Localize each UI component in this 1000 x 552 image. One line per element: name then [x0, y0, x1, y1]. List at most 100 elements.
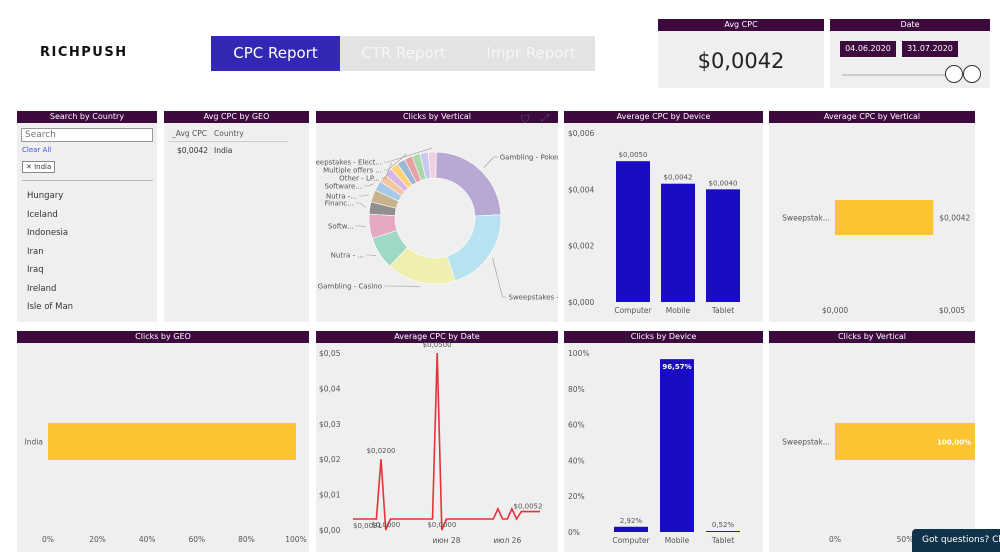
x-tick-label: июн 28: [432, 536, 460, 545]
avg-cpc-date-chart: $0,00$0,01$0,02$0,03$0,04$0,05$0,0031$0,…: [319, 341, 542, 545]
y-tick-label: India: [25, 438, 43, 447]
date-end-field[interactable]: 31.07.2020: [902, 41, 958, 57]
data-label: $0,0042: [939, 214, 970, 223]
date-start-field[interactable]: 04.06.2020: [840, 41, 896, 57]
clicks-vertical-bar-title: Clicks by Vertical: [769, 331, 975, 343]
table-cell-country: India: [214, 146, 233, 155]
data-label: $0,0031: [353, 522, 382, 530]
x-tick-label: Computer: [612, 536, 650, 545]
bar: [835, 423, 975, 460]
date-slider-track: [842, 74, 966, 76]
country-chip[interactable]: ✕ India: [22, 161, 56, 173]
x-tick-label: Mobile: [666, 306, 691, 315]
data-label: 100,00%: [937, 439, 971, 447]
close-icon[interactable]: ✕: [26, 163, 32, 171]
y-tick-label: $0,004: [568, 185, 594, 194]
x-tick-label: 60%: [188, 535, 205, 544]
country-search-input[interactable]: [21, 128, 153, 142]
clicks-geo-chart: 0% 20% 40% 60% 80% 100% India: [25, 423, 307, 544]
y-tick-label: 100%: [568, 349, 589, 358]
donut-leader-line: [384, 153, 407, 171]
country-list-item[interactable]: Ireland: [27, 283, 57, 294]
country-list-item[interactable]: Iraq: [27, 265, 44, 275]
donut-label: Nutra -...: [326, 193, 357, 201]
avg-cpc-device-title: Average CPC by Device: [564, 111, 763, 123]
y-tick-label: $0,05: [319, 349, 341, 358]
avg-cpc-value: $0,0042: [697, 49, 785, 73]
clicks-device-title: Clicks by Device: [564, 331, 763, 343]
bar: [660, 359, 694, 532]
avg-cpc-vertical-title: Average CPC by Vertical: [769, 111, 975, 123]
donut-leader-line: [483, 156, 498, 168]
donut-leader-line: [355, 225, 366, 228]
clicks-vertical-donut-panel: Clicks by Vertical ⛉ ⤢ Gambling - Poker S…: [316, 111, 558, 322]
data-label: 0,52%: [712, 521, 735, 529]
bar: [706, 531, 740, 532]
data-label: 96,57%: [662, 363, 691, 371]
y-tick-label: $0,04: [319, 384, 341, 393]
clicks-vertical-bar-panel: Clicks by Vertical 0% 50% Sweepstak... 100,…: [769, 331, 975, 552]
x-tick-label: 80%: [238, 535, 255, 544]
x-tick-label: Tablet: [711, 306, 734, 315]
donut-leader-line: [365, 254, 376, 256]
bar: [835, 200, 934, 235]
date-slider-end-handle[interactable]: [963, 65, 981, 83]
divider: [22, 180, 153, 181]
donut-label: Software...: [324, 183, 362, 191]
x-tick-label: Computer: [614, 306, 652, 315]
country-list-item[interactable]: Iceland: [27, 209, 58, 220]
search-country-title: Search by Country: [17, 111, 157, 123]
donut-leader-line: [384, 147, 433, 163]
column-header-avg-cpc[interactable]: _Avg CPC: [172, 129, 208, 138]
country-list-item[interactable]: Iran: [27, 246, 44, 257]
avg-cpc-device-chart: $0,000 $0,002 $0,004 $0,006 Computer $0,0050 M…: [568, 129, 740, 315]
avg-cpc-date-title: Average CPC by Date: [316, 331, 558, 343]
country-list-item[interactable]: Isle of Man: [27, 302, 74, 312]
table-cell-avg-cpc: $0,0042: [177, 146, 209, 155]
donut-slice: [435, 151, 502, 217]
data-label: $0,0200: [367, 447, 396, 455]
y-tick-label: $0,03: [319, 420, 341, 429]
y-tick-label: Sweepstak...: [782, 438, 830, 447]
donut-slice: [446, 214, 502, 282]
tab-impr-report[interactable]: Impr Report: [467, 36, 595, 71]
x-tick-label: Tablet: [711, 536, 734, 545]
bar: [48, 423, 296, 460]
date-slider-start-handle[interactable]: [945, 65, 963, 83]
search-country-panel: Search by Country Clear All ✕ India Hung…: [17, 111, 157, 322]
clicks-device-panel: Clicks by Device 0% 20% 40% 60% 80% 100% Compu…: [564, 331, 763, 552]
country-list-item[interactable]: Indonesia: [27, 228, 69, 238]
y-tick-label: $0,00: [319, 526, 341, 535]
x-tick-label: 20%: [89, 535, 106, 544]
clear-all-link[interactable]: Clear All: [22, 146, 52, 154]
donut-label: Nutra - ...: [331, 252, 364, 260]
donut-label: Gambling - Poker: [500, 154, 558, 162]
avg-cpc-vertical-chart: $0,000 $0,005 Sweepstak... $0,0042: [782, 200, 971, 315]
date-card: Date 04.06.2020 31.07.2020: [830, 19, 990, 88]
data-label: $0,0052: [513, 503, 542, 511]
filter-icon[interactable]: ⛉: [521, 113, 530, 126]
tab-cpc-report[interactable]: CPC Report: [211, 36, 340, 71]
donut-label: Financ...: [325, 200, 354, 208]
x-tick-label: 0%: [829, 535, 841, 544]
series-line: [353, 352, 540, 531]
column-header-country[interactable]: Country: [214, 129, 244, 138]
chat-button[interactable]: Got questions? Ch: [912, 529, 1000, 552]
avg-cpc-device-panel: Average CPC by Device $0,000 $0,002 $0,004…: [564, 111, 763, 322]
avg-cpc-card: Avg CPC $0,0042: [658, 19, 824, 88]
clicks-device-chart: 0% 20% 40% 60% 80% 100% Computer 2,92% Mobile 96,…: [568, 349, 740, 545]
donut-label: Gambling - Casino: [318, 283, 382, 291]
y-tick-label: $0,02: [319, 455, 341, 464]
expand-icon[interactable]: ⤢: [541, 113, 549, 124]
tab-ctr-report[interactable]: CTR Report: [340, 36, 467, 71]
donut-label: Sweepstakes - Other: [509, 294, 558, 302]
country-list-item[interactable]: Hungary: [27, 191, 64, 201]
avg-cpc-geo-panel: Avg CPC by GEO _Avg CPC Country $0,0042 …: [164, 111, 309, 322]
clicks-vertical-donut-title: Clicks by Vertical: [316, 111, 558, 123]
x-tick-label: 0%: [42, 535, 54, 544]
x-tick-label: $0,000: [822, 306, 848, 315]
y-tick-label: $0,000: [568, 298, 594, 307]
y-tick-label: Sweepstak...: [782, 214, 830, 223]
bar: [616, 161, 650, 302]
y-tick-label: 40%: [568, 456, 585, 465]
